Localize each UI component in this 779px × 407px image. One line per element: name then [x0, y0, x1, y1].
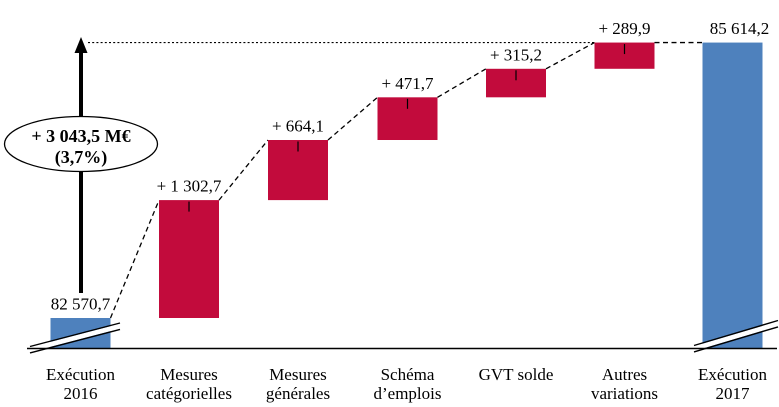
- connector-dashed-line: [437, 68, 487, 98]
- category-label-mesures-generales: Mesures: [269, 365, 327, 384]
- category-label-execution-2016: Exécution: [46, 365, 115, 384]
- category-label-schema-d-emplois: Schéma: [381, 365, 435, 384]
- category-label-autres-variations: variations: [591, 384, 658, 403]
- connector-dashed-line: [218, 139, 269, 201]
- value-label-mesures-categorielles: + 1 302,7: [157, 177, 222, 196]
- category-label-execution-2016: 2016: [64, 384, 98, 403]
- value-label-execution-2016: 82 570,7: [51, 295, 111, 314]
- connector-dashed-line: [109, 199, 160, 319]
- category-label-mesures-categorielles: catégorielles: [146, 384, 232, 403]
- category-label-gvt-solde: GVT solde: [479, 365, 554, 384]
- value-label-autres-variations: + 289,9: [598, 19, 650, 38]
- total-increase-arrow-head: [74, 37, 88, 53]
- category-label-autres-variations: Autres: [602, 365, 647, 384]
- category-label-execution-2017: 2017: [716, 384, 751, 403]
- connector-dashed-line: [327, 96, 378, 141]
- category-label-schema-d-emplois: d’emplois: [374, 384, 442, 403]
- total-annotation-value: + 3 043,5 M€: [31, 126, 130, 146]
- axis-break-gap: [30, 323, 120, 353]
- axis-break-stroke: [693, 319, 779, 347]
- category-label-mesures-categorielles: Mesures: [160, 365, 218, 384]
- category-label-execution-2017: Exécution: [698, 365, 767, 384]
- category-label-mesures-generales: générales: [266, 384, 330, 403]
- value-label-mesures-generales: + 664,1: [272, 117, 324, 136]
- value-label-gvt-solde: + 315,2: [490, 45, 542, 64]
- bar-mesures-categorielles: [159, 200, 219, 318]
- connector-dashed-line: [545, 41, 595, 70]
- value-label-execution-2017: 85 614,2: [710, 19, 770, 38]
- bar-execution-2017: [702, 42, 763, 349]
- axis-break-gap: [694, 321, 778, 352]
- value-label-schema-d-emplois: + 471,7: [381, 74, 434, 93]
- total-annotation-ellipse: [3, 115, 159, 173]
- total-annotation-percent: (3,7%): [55, 147, 108, 168]
- axis-break-stroke: [29, 322, 121, 348]
